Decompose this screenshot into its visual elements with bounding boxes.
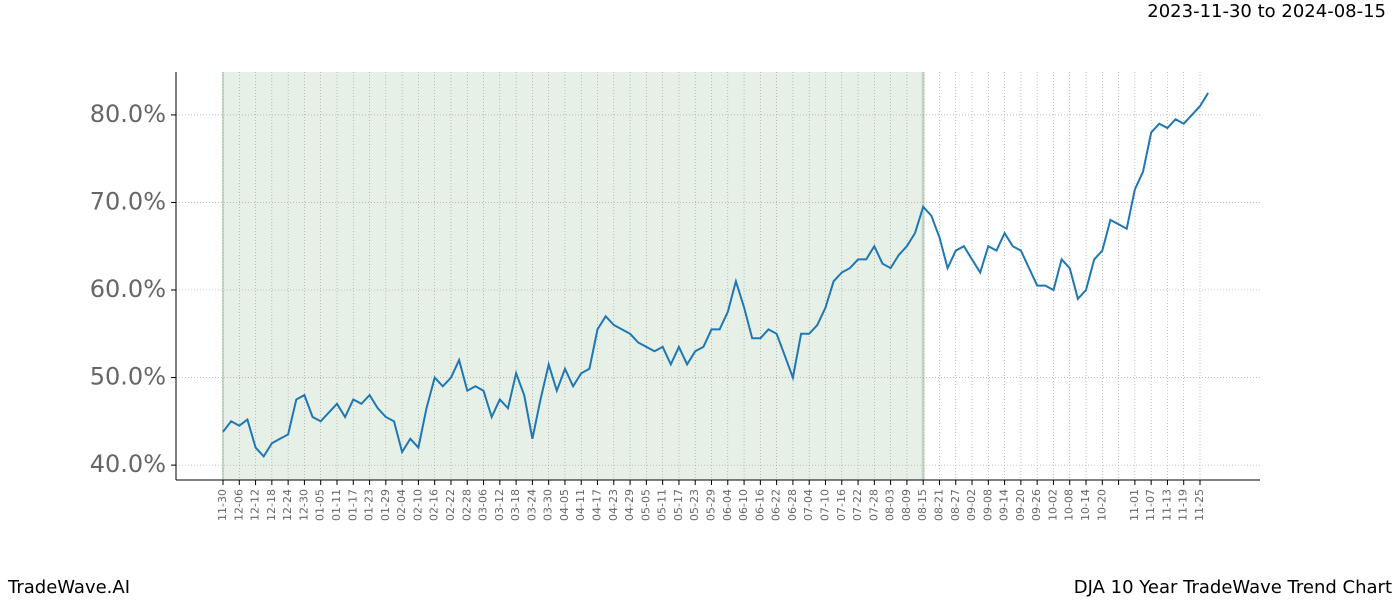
x-tick-label: 08-27 bbox=[949, 489, 962, 521]
x-tick-label: 07-10 bbox=[818, 489, 831, 521]
x-tick-label: 09-08 bbox=[981, 489, 994, 521]
x-tick-label: 01-29 bbox=[379, 489, 392, 521]
x-tick-label: 03-12 bbox=[493, 489, 506, 521]
x-tick-label: 10-20 bbox=[1095, 489, 1108, 521]
x-tick-label: 04-05 bbox=[558, 489, 571, 521]
x-tick-label: 01-17 bbox=[346, 489, 359, 521]
x-tick-label: 12-30 bbox=[297, 489, 310, 521]
x-tick-label: 10-14 bbox=[1079, 489, 1092, 521]
x-tick-label: 01-11 bbox=[330, 489, 343, 521]
x-tick-label: 12-12 bbox=[249, 489, 262, 521]
x-tick-label: 08-15 bbox=[916, 489, 929, 521]
x-tick-label: 11-07 bbox=[1144, 489, 1157, 521]
y-tick-label: 60.0% bbox=[90, 275, 166, 303]
x-tick-label: 11-25 bbox=[1193, 489, 1206, 521]
x-tick-label: 12-18 bbox=[265, 489, 278, 521]
x-tick-label: 07-04 bbox=[802, 489, 815, 521]
x-tick-label: 02-10 bbox=[411, 489, 424, 521]
x-tick-label: 11-13 bbox=[1160, 489, 1173, 521]
x-tick-label: 11-30 bbox=[216, 489, 229, 521]
x-tick-label: 09-20 bbox=[1014, 489, 1027, 521]
x-tick-label: 05-17 bbox=[672, 489, 685, 521]
x-tick-label: 02-28 bbox=[460, 489, 473, 521]
x-tick-label: 05-23 bbox=[688, 489, 701, 521]
x-tick-label: 04-23 bbox=[607, 489, 620, 521]
x-tick-label: 08-09 bbox=[900, 489, 913, 521]
x-tick-label: 01-23 bbox=[363, 489, 376, 521]
x-tick-label: 01-05 bbox=[314, 489, 327, 521]
x-tick-label: 08-21 bbox=[932, 489, 945, 521]
x-tick-label: 10-02 bbox=[1046, 489, 1059, 521]
x-tick-label: 05-11 bbox=[656, 489, 669, 521]
x-tick-label: 11-01 bbox=[1128, 489, 1141, 521]
x-tick-label: 04-29 bbox=[623, 489, 636, 521]
y-tick-label: 70.0% bbox=[90, 187, 166, 215]
x-tick-label: 08-03 bbox=[884, 489, 897, 521]
x-tick-label: 12-24 bbox=[281, 489, 294, 521]
x-tick-label: 02-04 bbox=[395, 489, 408, 521]
x-tick-label: 09-02 bbox=[965, 489, 978, 521]
x-tick-label: 10-08 bbox=[1063, 489, 1076, 521]
x-tick-label: 02-22 bbox=[444, 489, 457, 521]
x-tick-label: 06-16 bbox=[753, 489, 766, 521]
x-tick-label: 06-28 bbox=[786, 489, 799, 521]
x-tick-label: 11-19 bbox=[1177, 489, 1190, 521]
chart-title: DJA 10 Year TradeWave Trend Chart bbox=[1074, 577, 1392, 598]
x-tick-label: 06-22 bbox=[770, 489, 783, 521]
x-tick-label: 07-28 bbox=[867, 489, 880, 521]
y-tick-label: 50.0% bbox=[90, 363, 166, 391]
x-tick-label: 03-06 bbox=[477, 489, 490, 521]
brand: TradeWave.AI bbox=[7, 577, 130, 598]
x-tick-label: 02-16 bbox=[428, 489, 441, 521]
y-tick-label: 80.0% bbox=[90, 100, 166, 128]
x-tick-label: 04-11 bbox=[574, 489, 587, 521]
x-tick-label: 07-16 bbox=[835, 489, 848, 521]
x-tick-label: 09-14 bbox=[998, 489, 1011, 521]
x-tick-label: 05-05 bbox=[639, 489, 652, 521]
x-tick-label: 03-24 bbox=[525, 489, 538, 521]
x-tick-label: 05-29 bbox=[705, 489, 718, 521]
x-tick-label: 06-04 bbox=[721, 489, 734, 521]
y-tick-label: 40.0% bbox=[90, 450, 166, 478]
x-tick-label: 09-26 bbox=[1030, 489, 1043, 521]
x-tick-label: 03-30 bbox=[542, 489, 555, 521]
x-tick-label: 12-06 bbox=[232, 489, 245, 521]
x-tick-label: 03-18 bbox=[509, 489, 522, 521]
x-tick-label: 06-10 bbox=[737, 489, 750, 521]
x-tick-label: 07-22 bbox=[851, 489, 864, 521]
highlight-band bbox=[223, 72, 924, 480]
data-line bbox=[222, 92, 1209, 459]
date-range: 2023-11-30 to 2024-08-15 bbox=[1147, 1, 1386, 22]
x-tick-label: 04-17 bbox=[591, 489, 604, 521]
